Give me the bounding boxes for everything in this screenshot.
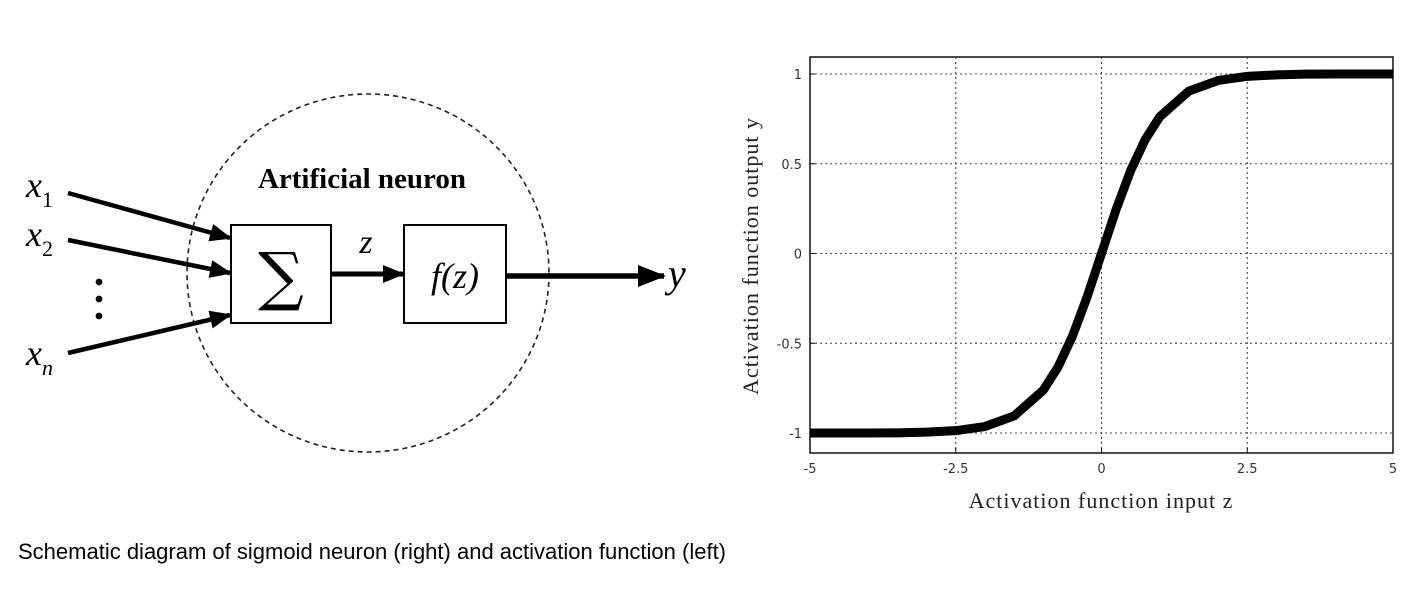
y-tick-label: -0.5 xyxy=(777,337,802,352)
neuron-title: Artificial neuron xyxy=(258,163,466,195)
y-tick-label: 0.5 xyxy=(781,158,802,173)
neuron-boundary xyxy=(186,93,550,453)
x-tick-label: 2.5 xyxy=(1237,462,1258,477)
input-label-xn: xn xyxy=(25,333,53,380)
x-axis-title: Activation function input z xyxy=(969,488,1234,513)
chart-ticks: -5 -2.5 0 2.5 5 -1 -0.5 0 0.5 1 xyxy=(777,68,1398,477)
activation-chart: -5 -2.5 0 2.5 5 -1 -0.5 0 0.5 1 Activation functi… xyxy=(738,56,1398,513)
y-tick-label: 0 xyxy=(794,248,802,263)
figure-caption: Schematic diagram of sigmoid neuron (rig… xyxy=(18,539,727,564)
chart-series xyxy=(810,69,1393,438)
input-arrow-n xyxy=(67,310,232,356)
z-label: z xyxy=(358,224,372,261)
x-tick-label: -5 xyxy=(804,462,817,477)
x-tick-label: -2.5 xyxy=(943,462,968,477)
y-tick-label: 1 xyxy=(794,68,802,83)
input-ellipsis xyxy=(95,278,103,320)
activation-label: f(z) xyxy=(431,256,479,296)
activation-box xyxy=(403,224,507,324)
y-tick-label: -1 xyxy=(789,427,802,442)
x-tick-label: 5 xyxy=(1389,462,1397,477)
output-label: y xyxy=(664,251,686,296)
sum-symbol: ∑ xyxy=(258,240,304,314)
input-label-x2: x2 xyxy=(25,214,53,261)
input-arrow-1 xyxy=(67,190,232,242)
y-axis-title: Activation function output y xyxy=(738,117,763,395)
x-tick-label: 0 xyxy=(1097,462,1105,477)
activation-curve xyxy=(810,69,1393,438)
input-arrow-2 xyxy=(67,237,232,278)
neuron-diagram: Artificial neuron x1 x2 xn ∑ z f(z) xyxy=(25,93,686,453)
input-label-x1: x1 xyxy=(25,165,53,212)
